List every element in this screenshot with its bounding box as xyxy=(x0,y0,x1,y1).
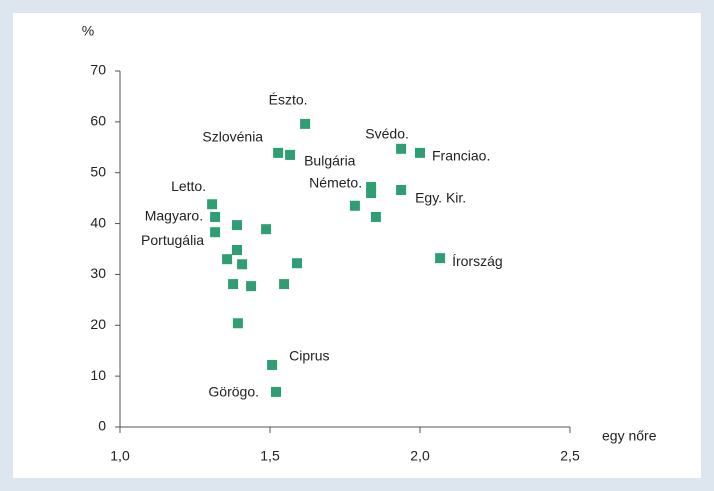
point xyxy=(366,181,377,192)
point-label: Portugália xyxy=(141,232,204,248)
point xyxy=(415,147,425,158)
point xyxy=(237,259,248,270)
point xyxy=(232,245,242,256)
y-tick-label: 20 xyxy=(90,316,106,332)
y-tick-label: 30 xyxy=(90,265,106,281)
point xyxy=(273,147,284,158)
panel xyxy=(13,13,701,478)
point xyxy=(207,199,218,210)
y-tick-label: 70 xyxy=(90,62,106,78)
point xyxy=(210,211,221,222)
y-axis-title: % xyxy=(82,23,94,39)
y-tick-label: 10 xyxy=(90,367,106,383)
x-axis-title: egy nőre xyxy=(602,428,657,444)
point-label: Letto. xyxy=(171,178,206,194)
point xyxy=(232,318,243,329)
point xyxy=(222,254,233,265)
point xyxy=(228,279,239,290)
point xyxy=(246,281,257,292)
point-label: Szlovénia xyxy=(202,129,263,145)
point-label: Észto. xyxy=(269,92,308,108)
point xyxy=(271,386,281,397)
point xyxy=(396,143,407,154)
x-tick-label: 2,5 xyxy=(560,448,580,464)
y-tick-label: 50 xyxy=(90,163,106,179)
x-tick-label: 1,5 xyxy=(260,448,280,464)
point-label: Svédo. xyxy=(365,126,409,142)
point xyxy=(396,185,407,196)
x-tick-label: 2,0 xyxy=(410,448,430,464)
point xyxy=(366,188,377,199)
point xyxy=(267,359,278,370)
point-label: Németo. xyxy=(309,175,362,191)
point-label: Görögo. xyxy=(208,384,259,400)
y-tick-label: 40 xyxy=(90,214,106,230)
point xyxy=(232,220,242,231)
point xyxy=(285,149,296,160)
point-label: Egy. Kir. xyxy=(415,190,466,206)
y-tick-label: 60 xyxy=(90,113,106,129)
point xyxy=(261,224,272,235)
point-label: Bulgária xyxy=(304,153,356,169)
point xyxy=(370,211,381,222)
point-label: Ciprus xyxy=(289,348,329,364)
point xyxy=(210,227,221,238)
x-tick-label: 1,0 xyxy=(110,448,130,464)
point xyxy=(292,258,302,269)
point xyxy=(300,118,311,129)
y-tick-label: 0 xyxy=(98,418,106,434)
point xyxy=(349,200,360,211)
point-label: Franciao. xyxy=(432,148,490,164)
point-label: Magyaro. xyxy=(145,208,203,224)
point xyxy=(435,253,446,264)
point-label: Írország xyxy=(452,253,503,269)
point xyxy=(279,279,290,290)
